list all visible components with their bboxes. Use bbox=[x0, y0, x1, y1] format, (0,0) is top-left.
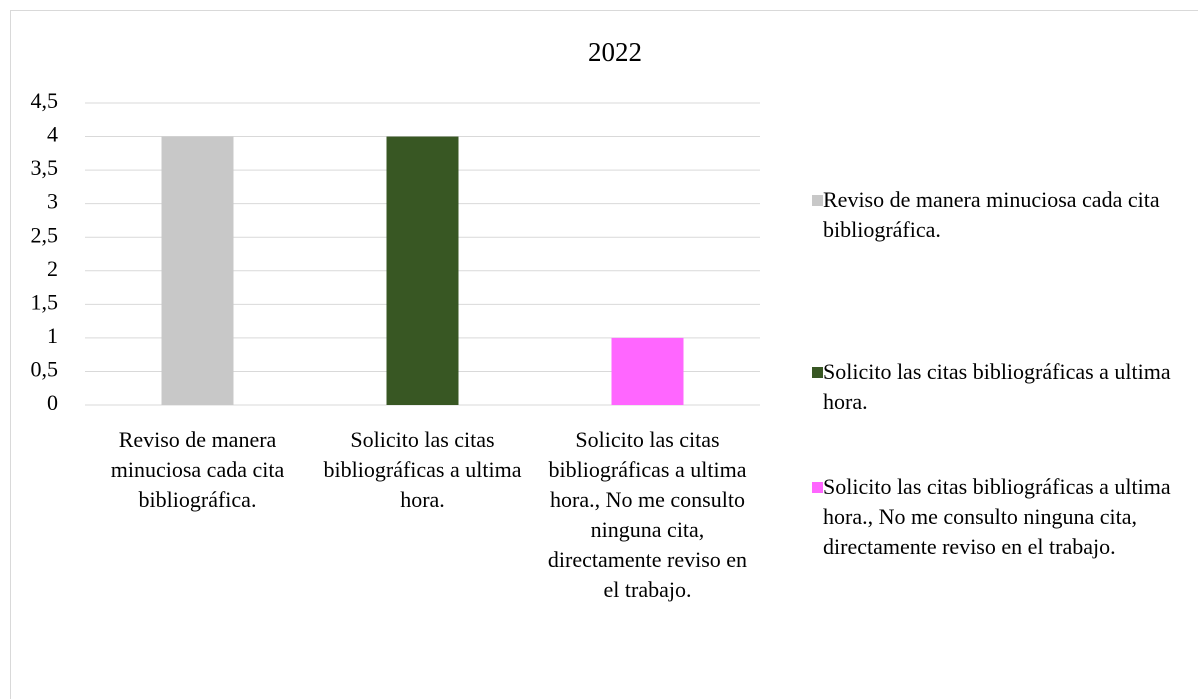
y-tick-label: 0 bbox=[47, 390, 58, 415]
legend-label: Solicito las citas bibliográficas a ulti… bbox=[823, 474, 1171, 559]
chart-title: 2022 bbox=[588, 37, 642, 67]
y-tick-label: 3 bbox=[47, 189, 58, 214]
y-tick-label: 2,5 bbox=[31, 222, 59, 247]
legend-swatch bbox=[812, 482, 823, 493]
legend-swatch bbox=[812, 195, 823, 206]
y-tick-label: 4 bbox=[47, 122, 58, 147]
chart-border bbox=[10, 10, 1198, 699]
legend-label: Solicito las citas bibliográficas a ulti… bbox=[823, 359, 1171, 414]
x-tick-label: Solicito las citas bibliográficas a ulti… bbox=[547, 427, 748, 602]
bar bbox=[161, 136, 234, 406]
x-tick-label: Reviso de manera minuciosa cada cita bib… bbox=[110, 427, 285, 512]
legend-label: Reviso de manera minuciosa cada cita bib… bbox=[823, 187, 1160, 242]
y-tick-label: 1 bbox=[47, 323, 58, 348]
y-tick-label: 1,5 bbox=[31, 289, 59, 314]
bar bbox=[386, 136, 459, 406]
x-tick-label: Solicito las citas bibliográficas a ulti… bbox=[323, 427, 522, 512]
legend-swatch bbox=[812, 367, 823, 378]
y-tick-label: 4,5 bbox=[31, 88, 59, 113]
bar bbox=[611, 337, 684, 405]
y-tick-label: 0,5 bbox=[31, 356, 59, 381]
y-tick-label: 3,5 bbox=[31, 155, 59, 180]
y-tick-label: 2 bbox=[47, 256, 58, 281]
